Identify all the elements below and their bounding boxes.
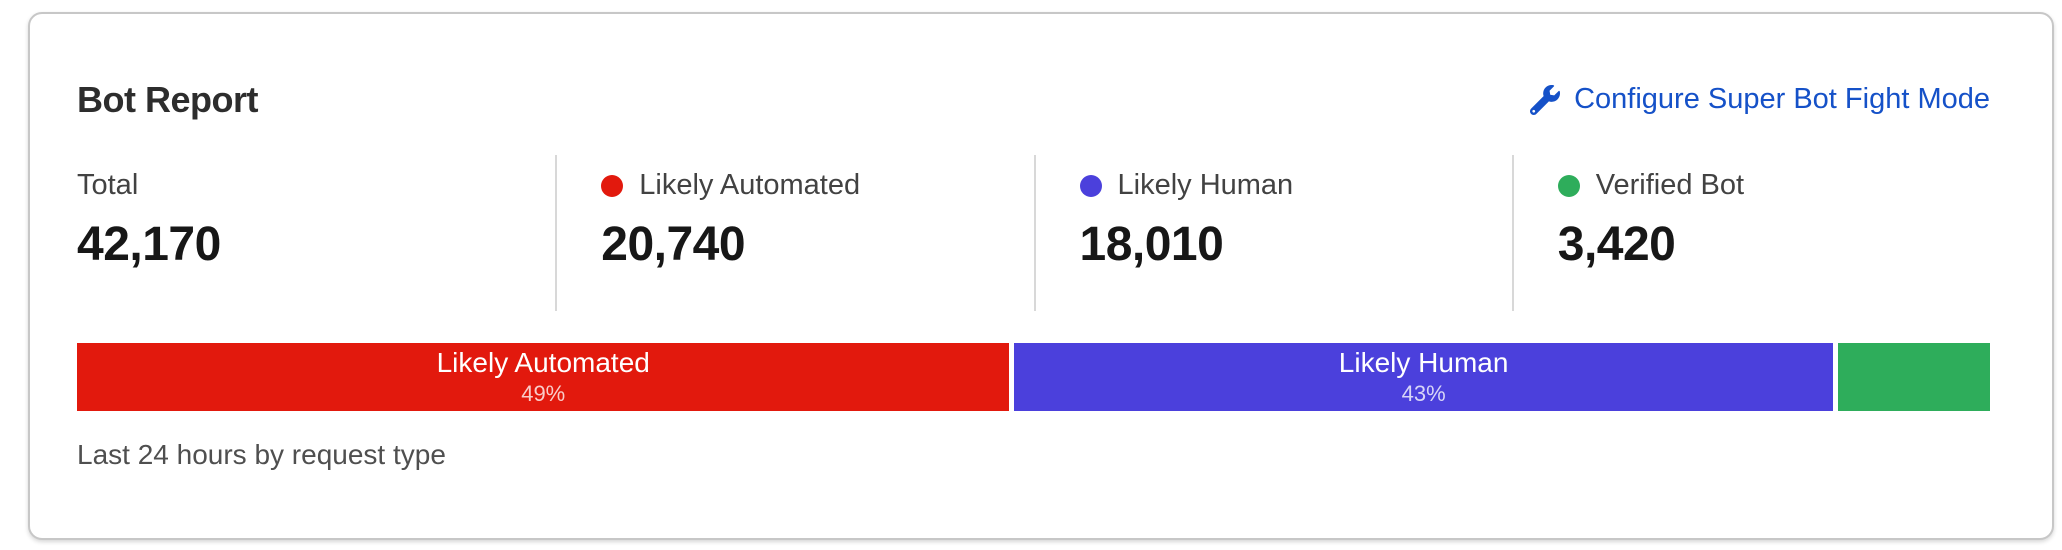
stat-value: 3,420 [1557,217,1676,271]
bot-report-card: Bot Report Configure Super Bot Fight Mod… [28,12,2054,540]
stats-row: Total 42,170 Likely Automated 20,740 Lik… [77,155,1990,311]
wrench-icon [1530,84,1561,115]
stat-label: Likely Human [1117,169,1294,202]
card-header: Bot Report Configure Super Bot Fight Mod… [77,78,1990,121]
stat-label: Total [77,169,139,202]
stat-label: Verified Bot [1595,169,1745,202]
verified-bot-dot-icon [1557,175,1580,198]
time-range-caption: Last 24 hours by request type [77,438,446,470]
stat-total: Total 42,170 [77,155,555,311]
stat-verified-bot: Verified Bot 3,420 [1511,155,1990,311]
stat-label: Likely Automated [639,169,861,202]
stat-value: 18,010 [1079,217,1224,271]
bar-segment-percent: 43% [1401,381,1446,407]
request-type-stacked-bar: Likely Automated 49% Likely Human 43% [77,342,1990,411]
likely-automated-dot-icon [601,175,624,198]
bar-segment-likely-automated[interactable]: Likely Automated 49% [77,342,1010,411]
likely-human-dot-icon [1079,175,1102,198]
configure-super-bot-fight-mode-link[interactable]: Configure Super Bot Fight Mode [1530,82,1990,117]
configure-link-label: Configure Super Bot Fight Mode [1574,83,1990,116]
bar-segment-label: Likely Human [1338,347,1509,379]
bar-segment-percent: 49% [521,381,566,407]
bar-segment-likely-human[interactable]: Likely Human 43% [1014,342,1833,411]
bar-segment-verified-bot[interactable] [1837,342,1990,411]
bar-segment-label: Likely Automated [436,347,650,379]
page-title: Bot Report [77,79,258,120]
stat-value: 20,740 [601,217,746,271]
stat-value: 42,170 [77,217,221,271]
stat-likely-automated: Likely Automated 20,740 [555,155,1033,311]
stat-likely-human: Likely Human 18,010 [1033,155,1512,311]
